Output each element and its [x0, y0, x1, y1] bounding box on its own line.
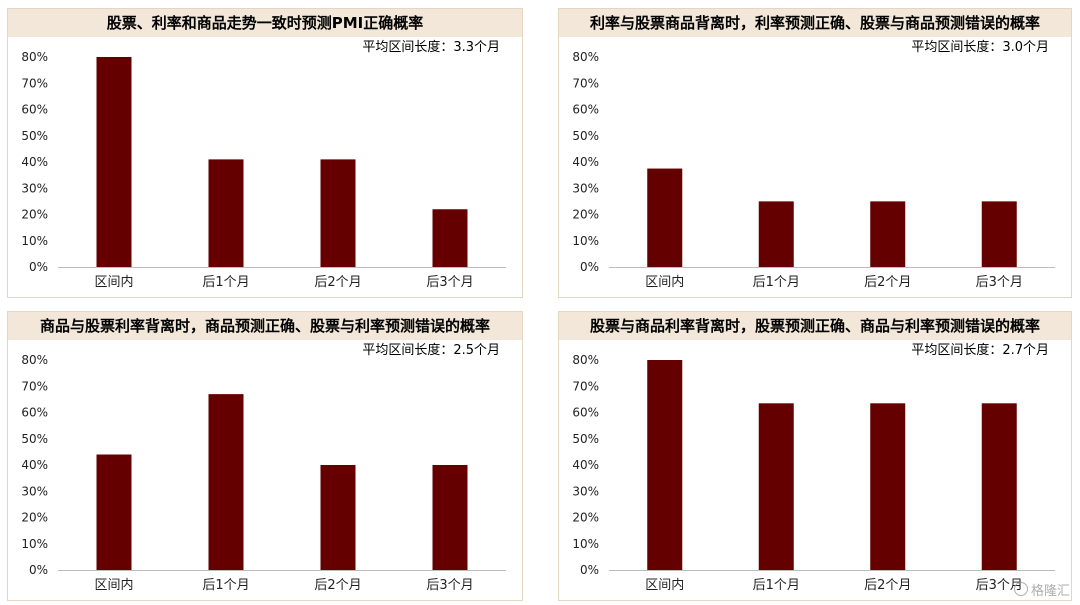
- watermark-text: 格隆汇: [1030, 584, 1070, 599]
- x-tick-label: 区间内: [645, 274, 684, 290]
- bar: [432, 209, 468, 267]
- y-tick-label: 20%: [21, 208, 48, 222]
- y-tick-label: 50%: [572, 432, 599, 446]
- bar: [208, 159, 244, 267]
- chart-panel-2: 利率与股票商品背离时，利率预测正确、股票与商品预测错误的概率 平均区间长度：3.…: [558, 8, 1072, 298]
- y-tick-label: 0%: [580, 563, 599, 577]
- y-tick-label: 40%: [21, 458, 48, 472]
- y-tick-label: 40%: [572, 155, 599, 169]
- y-tick-label: 40%: [21, 155, 48, 169]
- x-tick-label: 后2个月: [314, 578, 361, 593]
- x-tick-label: 区间内: [645, 577, 684, 593]
- x-tick-label: 后1个月: [202, 275, 249, 290]
- y-tick-label: 0%: [29, 260, 48, 274]
- bar: [432, 465, 468, 570]
- watermark: 格隆汇: [1013, 580, 1070, 599]
- bar: [96, 454, 132, 570]
- y-tick-label: 30%: [572, 181, 599, 195]
- bar: [320, 465, 356, 570]
- y-tick-label: 20%: [21, 511, 48, 525]
- x-tick-label: 后3个月: [976, 578, 1023, 593]
- annotation-label: 平均区间长度：2.5个月: [362, 342, 500, 358]
- y-tick-label: 80%: [21, 353, 48, 367]
- y-tick-label: 50%: [21, 432, 48, 446]
- bar: [981, 403, 1017, 570]
- bar: [647, 168, 683, 267]
- y-tick-label: 80%: [572, 353, 599, 367]
- y-tick-label: 70%: [572, 379, 599, 393]
- x-tick-label: 后1个月: [753, 275, 800, 290]
- bar: [870, 201, 906, 267]
- gelonghui-logo-icon: [1013, 582, 1028, 596]
- bar-chart: 平均区间长度：2.7个月 0% 10% 20% 30% 40% 50% 60% 70% 80% 区间…: [572, 342, 1055, 593]
- y-tick-label: 10%: [21, 537, 48, 551]
- chart-area: 平均区间长度：3.3个月 0% 10% 20% 30% 40% 50% 60% 70% 80% 区间…: [8, 37, 522, 297]
- y-tick-label: 30%: [21, 181, 48, 195]
- x-tick-label: 后2个月: [314, 275, 361, 290]
- chart-area: 平均区间长度：3.0个月 0% 10% 20% 30% 40% 50% 60% 70% 80% 区间…: [559, 37, 1071, 297]
- y-tick-label: 60%: [572, 406, 599, 420]
- x-tick-label: 区间内: [94, 274, 133, 290]
- bar: [96, 57, 132, 267]
- bar: [647, 360, 683, 570]
- x-tick-label: 后3个月: [426, 578, 473, 593]
- bar-chart: 平均区间长度：3.0个月 0% 10% 20% 30% 40% 50% 60% 70% 80% 区间…: [572, 39, 1055, 290]
- chart-panel-1: 股票、利率和商品走势一致时预测PMI正确概率 平均区间长度：3.3个月 0% 10%…: [7, 8, 523, 298]
- bar: [320, 159, 356, 267]
- bar: [870, 403, 906, 570]
- bar-chart: 平均区间长度：3.3个月 0% 10% 20% 30% 40% 50% 60% 70% 80% 区间…: [21, 39, 506, 290]
- y-tick-label: 40%: [572, 458, 599, 472]
- chart-title: 股票与商品利率背离时，股票预测正确、商品与利率预测错误的概率: [559, 312, 1071, 340]
- y-tick-label: 60%: [21, 406, 48, 420]
- y-tick-label: 50%: [21, 129, 48, 143]
- chart-title: 股票、利率和商品走势一致时预测PMI正确概率: [8, 9, 522, 37]
- y-tick-label: 0%: [29, 563, 48, 577]
- chart-title: 利率与股票商品背离时，利率预测正确、股票与商品预测错误的概率: [559, 9, 1071, 37]
- y-tick-label: 70%: [21, 76, 48, 90]
- x-tick-label: 区间内: [94, 577, 133, 593]
- y-tick-label: 80%: [21, 50, 48, 64]
- chart-area: 平均区间长度：2.7个月 0% 10% 20% 30% 40% 50% 60% 70% 80% 区间…: [559, 340, 1071, 600]
- y-tick-label: 20%: [572, 511, 599, 525]
- x-tick-label: 后3个月: [976, 275, 1023, 290]
- chart-area: 平均区间长度：2.5个月 0% 10% 20% 30% 40% 50% 60% 70% 80% 区间…: [8, 340, 522, 600]
- annotation-label: 平均区间长度：3.3个月: [362, 39, 500, 55]
- y-tick-label: 60%: [572, 103, 599, 117]
- y-tick-label: 0%: [580, 260, 599, 274]
- x-tick-label: 后1个月: [753, 578, 800, 593]
- y-tick-label: 10%: [572, 537, 599, 551]
- y-tick-label: 20%: [572, 208, 599, 222]
- bar-chart: 平均区间长度：2.5个月 0% 10% 20% 30% 40% 50% 60% 70% 80% 区间…: [21, 342, 506, 593]
- x-tick-label: 后1个月: [202, 578, 249, 593]
- y-tick-label: 80%: [572, 50, 599, 64]
- chart-panel-3: 商品与股票利率背离时，商品预测正确、股票与利率预测错误的概率 平均区间长度：2.…: [7, 311, 523, 601]
- y-tick-label: 10%: [21, 234, 48, 248]
- x-tick-label: 后2个月: [864, 578, 911, 593]
- bar: [758, 201, 794, 267]
- x-tick-label: 后3个月: [426, 275, 473, 290]
- y-tick-label: 70%: [572, 76, 599, 90]
- y-tick-label: 50%: [572, 129, 599, 143]
- y-tick-label: 60%: [21, 103, 48, 117]
- bar: [981, 201, 1017, 267]
- y-tick-label: 10%: [572, 234, 599, 248]
- y-tick-label: 70%: [21, 379, 48, 393]
- chart-title: 商品与股票利率背离时，商品预测正确、股票与利率预测错误的概率: [8, 312, 522, 340]
- chart-panel-4: 股票与商品利率背离时，股票预测正确、商品与利率预测错误的概率 平均区间长度：2.…: [558, 311, 1072, 601]
- y-tick-label: 30%: [21, 484, 48, 498]
- annotation-label: 平均区间长度：2.7个月: [911, 342, 1049, 358]
- annotation-label: 平均区间长度：3.0个月: [911, 39, 1049, 55]
- x-tick-label: 后2个月: [864, 275, 911, 290]
- bar: [758, 403, 794, 570]
- y-tick-label: 30%: [572, 484, 599, 498]
- bar: [208, 394, 244, 570]
